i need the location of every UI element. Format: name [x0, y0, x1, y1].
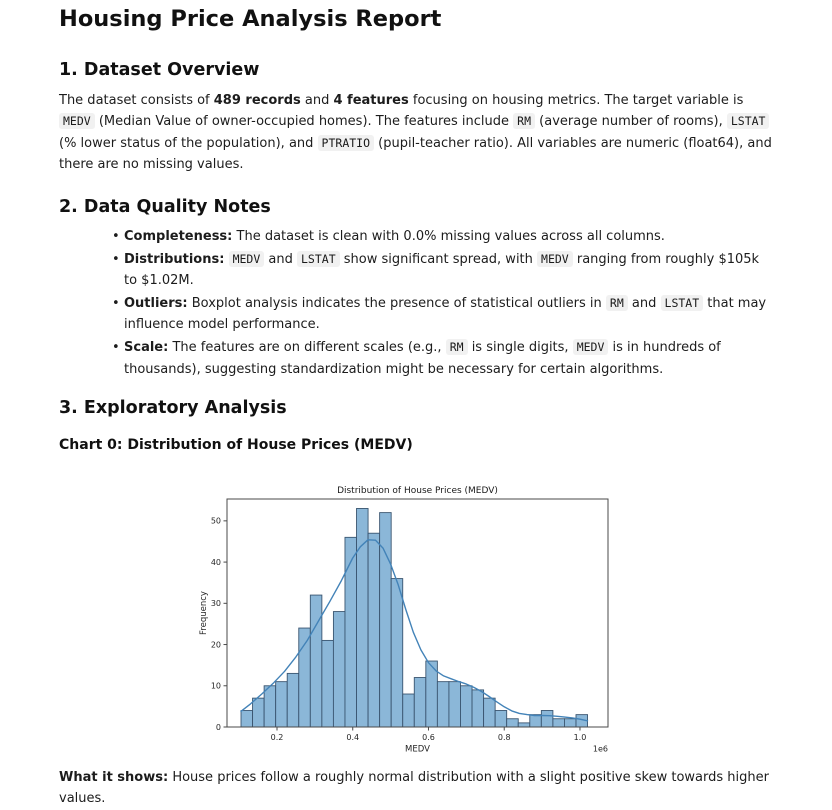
histogram-bar	[263, 685, 277, 728]
histogram-bar	[529, 714, 542, 728]
text-run: is single digits,	[467, 340, 573, 356]
histogram-bar	[252, 697, 265, 728]
text-run-bold: 4 features	[333, 93, 409, 108]
text-run: that may influence model performance.	[124, 295, 767, 333]
histogram-bar	[448, 681, 461, 728]
inline-code: MEDV	[228, 250, 265, 267]
plot-frame	[226, 498, 609, 728]
histogram-bar	[517, 722, 531, 728]
text-run: (average number of rooms),	[535, 114, 727, 130]
text-run: and	[300, 93, 334, 108]
histogram-bar	[471, 689, 485, 728]
histogram-bar	[413, 677, 427, 728]
text-run: and	[627, 295, 661, 311]
inline-code: LSTAT	[660, 294, 704, 311]
overview-paragraph: The dataset consists of 489 records and …	[59, 90, 774, 176]
histogram-bar	[275, 681, 288, 728]
inline-code: PTRATIO	[317, 134, 375, 151]
text-run-bold: What it shows:	[59, 769, 169, 785]
x-offset-label: 1e6	[593, 744, 608, 753]
x-tick-label: 0.6	[422, 733, 435, 742]
list-item-completeness: Completeness: The dataset is clean with …	[112, 226, 774, 248]
section-heading-data-quality: 2. Data Quality Notes	[59, 196, 271, 217]
text-run-bold: Outliers:	[124, 295, 188, 311]
histogram-bar	[506, 718, 519, 728]
inline-code: RM	[445, 339, 468, 356]
section-heading-dataset-overview: 1. Dataset Overview	[59, 60, 260, 80]
list-item-scale: Scale: The features are on different sca…	[112, 337, 774, 380]
text-run-bold: 489 records	[213, 93, 301, 108]
inline-code: RM	[513, 113, 536, 130]
histogram-bar	[483, 697, 496, 728]
histogram-bar	[309, 594, 323, 728]
y-tick-label: 20	[211, 640, 221, 649]
figure-container: 0 10 20 30 40 50 0.2 0.4 0.6 0.8 1.0 Distribution o…	[194, 469, 639, 759]
text-run: The dataset is clean with 0.0% missing v…	[232, 228, 665, 244]
histogram-bar	[344, 536, 357, 728]
chart-title: Distribution of House Prices (MEDV)	[337, 486, 498, 496]
histogram-bar	[332, 611, 346, 728]
histogram-bar	[494, 710, 508, 728]
histogram-bar	[436, 681, 450, 728]
histogram-bar	[552, 718, 565, 728]
inline-code: LSTAT	[726, 113, 770, 130]
text-run: (% lower status of the population), and	[59, 135, 318, 151]
x-axis-label: MEDV	[405, 744, 430, 754]
y-axis-label: Frequency	[199, 591, 209, 635]
text-run: House prices follow a roughly normal dis…	[59, 769, 769, 807]
histogram-bar	[321, 639, 334, 728]
text-run: focusing on housing metrics. The target …	[408, 93, 744, 108]
inline-code: MEDV	[572, 339, 609, 356]
y-tick-label: 40	[211, 558, 221, 567]
x-tick-label: 0.4	[346, 733, 359, 742]
histogram-bar	[367, 532, 381, 728]
histogram-bar	[390, 578, 404, 728]
chart-caption: Chart 0: Distribution of House Prices (M…	[59, 436, 413, 453]
text-run: Boxplot analysis indicates the presence …	[187, 295, 606, 311]
inline-code: RM	[605, 294, 628, 311]
inline-code: MEDV	[537, 250, 573, 267]
inline-code: MEDV	[59, 113, 95, 130]
x-tick-label: 0.8	[498, 733, 511, 742]
histogram-bar	[540, 710, 554, 728]
text-run: (Median Value of owner-occupied homes). …	[94, 114, 514, 130]
text-run: The dataset consists of	[59, 93, 214, 108]
text-run: (pupil-teacher ratio). All variables are…	[59, 135, 772, 173]
kde-line	[240, 539, 589, 722]
y-tick-label: 0	[216, 723, 221, 732]
text-run-bold: Scale:	[124, 340, 169, 356]
text-run: is in hundreds of thousands), suggesting…	[124, 340, 721, 377]
y-tick-label: 30	[211, 599, 221, 608]
x-tick-label: 0.2	[271, 733, 284, 742]
text-run: ranging from roughly $105k to $1.02M.	[124, 251, 760, 288]
histogram-bar	[298, 627, 311, 728]
what-it-shows-paragraph: What it shows: House prices follow a rou…	[59, 767, 774, 810]
list-item-distributions: Distributions: MEDV and LSTAT show signi…	[112, 249, 774, 292]
y-tick-label: 50	[211, 517, 221, 526]
text-run: show significant spread, with	[339, 251, 538, 267]
histogram-bar	[564, 718, 577, 728]
medv-histogram-svg: 0 10 20 30 40 50 0.2 0.4 0.6 0.8 1.0 Distribution o…	[199, 486, 609, 754]
page-title: Housing Price Analysis Report	[59, 6, 442, 32]
x-tick-label: 1.0	[574, 733, 587, 742]
list-item-outliers: Outliers: Boxplot analysis indicates the…	[112, 293, 774, 336]
text-run-bold: Completeness:	[124, 228, 233, 244]
text-run-bold: Distributions:	[124, 251, 225, 267]
quality-bullet-list: Completeness: The dataset is clean with …	[59, 226, 774, 380]
histogram-bar	[379, 512, 392, 728]
text-run: and	[264, 251, 297, 267]
text-run: The features are on different scales (e.…	[168, 340, 446, 356]
y-tick-label: 10	[211, 682, 221, 691]
histogram-bar	[402, 693, 415, 728]
histogram-bar	[240, 710, 254, 728]
histogram-bar	[286, 672, 300, 728]
histogram-bar	[460, 685, 473, 728]
section-heading-exploratory: 3. Exploratory Analysis	[59, 397, 287, 418]
inline-code: LSTAT	[297, 250, 340, 267]
text-run	[224, 252, 228, 267]
